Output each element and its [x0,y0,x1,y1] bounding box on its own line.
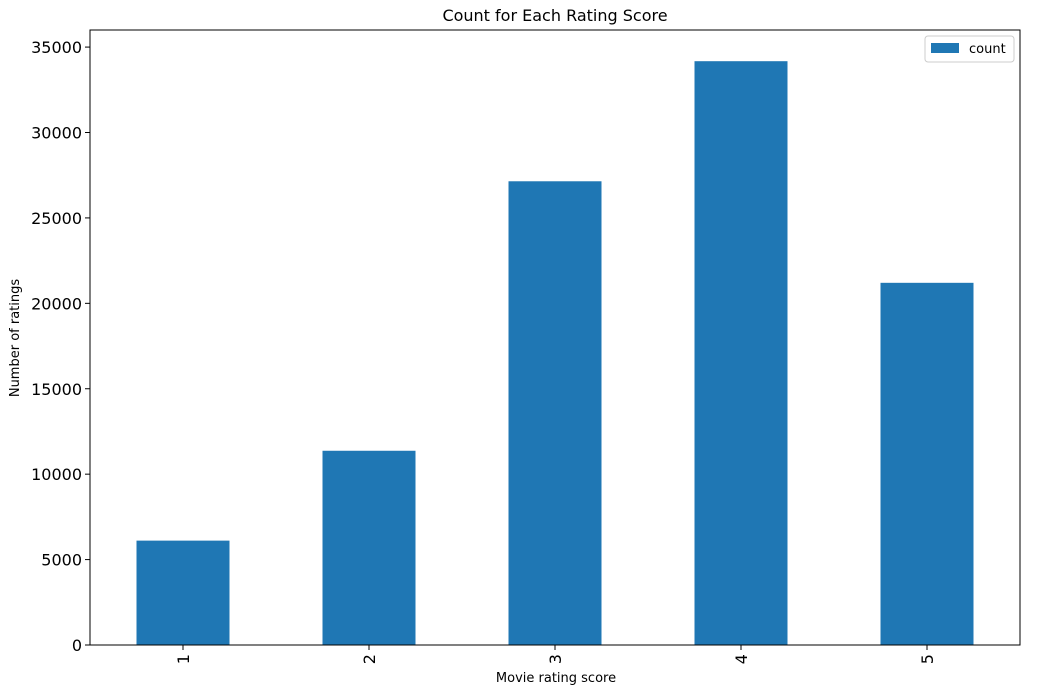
y-tick-label: 30000 [31,124,82,143]
x-axis-label: Movie rating score [496,671,616,686]
y-tick-label: 35000 [31,38,82,57]
x-tick-label: 3 [546,654,565,664]
x-tick-label: 2 [360,654,379,664]
x-tick-label: 4 [732,654,751,664]
y-axis-label: Number of ratings [8,279,23,398]
bar-4 [694,61,788,646]
x-tick-label: 1 [174,654,193,664]
bar-5 [880,282,974,645]
legend: count [924,35,1015,63]
legend-box [924,35,1015,63]
y-axis-ticks: 0 5000 10000 15000 20000 25000 30000 35000 [31,38,90,655]
bars-layer [136,61,974,646]
y-tick-label: 25000 [31,209,82,228]
legend-label-count: count [969,42,1006,57]
bar-3 [508,181,602,645]
y-tick-label: 0 [72,636,82,655]
y-tick-label: 5000 [41,551,82,570]
bar-1 [136,540,230,645]
y-tick-label: 20000 [31,294,82,313]
plot-frame [89,29,1021,646]
bar-2 [322,450,416,645]
x-tick-label: 5 [918,654,937,664]
legend-swatch-count [931,43,959,53]
chart-title: Count for Each Rating Score [442,6,667,25]
y-tick-label: 15000 [31,380,82,399]
x-axis-ticks: 1 2 3 4 5 [174,645,937,664]
y-tick-label: 10000 [31,465,82,484]
